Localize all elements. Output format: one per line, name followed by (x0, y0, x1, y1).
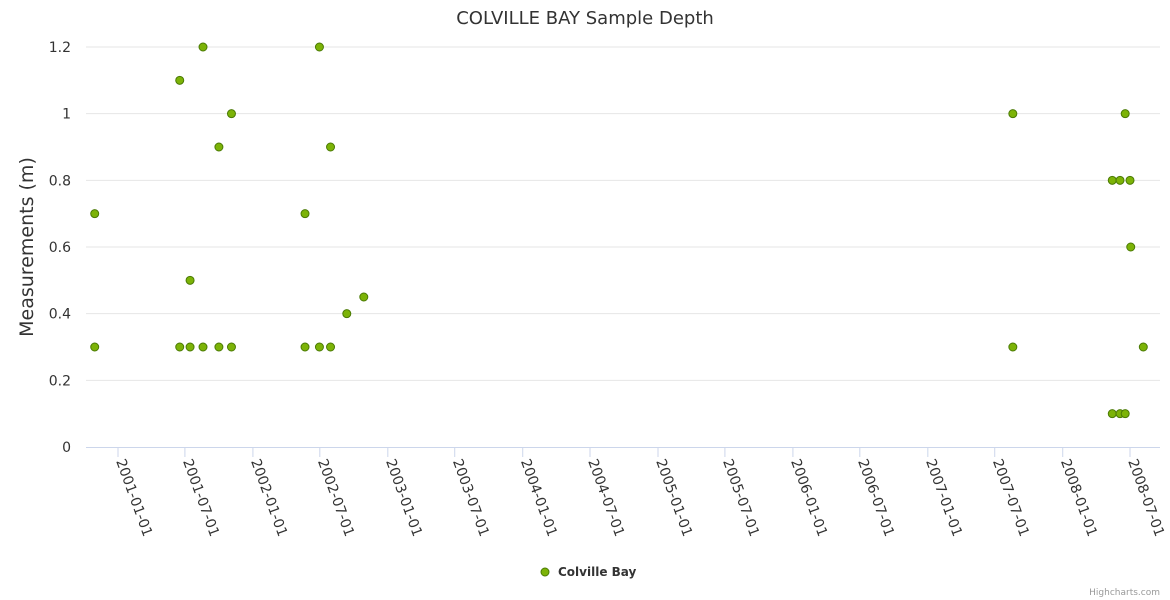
x-tick-label: 2003-07-01 (449, 457, 492, 539)
chart-title: COLVILLE BAY Sample Depth (456, 8, 714, 29)
data-point (214, 342, 224, 352)
data-point (175, 75, 185, 85)
series-colville-bay (90, 42, 1148, 419)
grid-lines (86, 46, 1160, 381)
legend-item-label[interactable]: Colville Bay (558, 565, 637, 579)
data-point (1126, 242, 1136, 252)
data-point (1107, 409, 1117, 419)
data-point (1115, 175, 1125, 185)
data-point (90, 342, 100, 352)
x-tick-label: 2005-01-01 (652, 457, 695, 539)
data-point (1120, 109, 1130, 119)
data-point (226, 109, 236, 119)
data-point (226, 342, 236, 352)
x-tick-label: 2003-01-01 (382, 457, 425, 539)
data-point (1125, 175, 1135, 185)
x-tick-label: 2002-01-01 (247, 457, 290, 539)
data-point (198, 42, 208, 52)
x-axis-ticks: 2001-01-01 2001-07-01 2002-01-01 2002-07-01… (112, 447, 1167, 539)
data-point (185, 342, 195, 352)
data-point (314, 42, 324, 52)
data-point (1107, 175, 1117, 185)
x-tick-label: 2004-07-01 (584, 457, 627, 539)
data-point (175, 342, 185, 352)
data-point (1120, 409, 1130, 419)
y-tick-label: 0.8 (49, 173, 71, 189)
data-point (90, 209, 100, 219)
x-tick-label: 2005-07-01 (719, 457, 762, 539)
x-tick-label: 2001-01-01 (112, 457, 155, 539)
x-tick-label: 2008-07-01 (1124, 457, 1167, 539)
legend-marker (540, 567, 550, 577)
credits-link[interactable]: Highcharts.com (1089, 588, 1160, 598)
data-point (1008, 109, 1018, 119)
data-point (342, 309, 352, 319)
data-point (326, 342, 336, 352)
x-tick-label: 2002-07-01 (314, 457, 357, 539)
data-point (1008, 342, 1018, 352)
x-tick-label: 2006-07-01 (854, 457, 897, 539)
y-tick-label: 0.2 (49, 373, 71, 389)
data-point (300, 342, 310, 352)
data-point (326, 142, 336, 152)
x-tick-label: 2007-01-01 (922, 457, 965, 539)
x-tick-label: 2001-07-01 (179, 457, 222, 539)
x-tick-label: 2008-01-01 (1057, 457, 1100, 539)
legend[interactable]: Colville Bay (540, 565, 637, 579)
x-tick-label: 2006-01-01 (787, 457, 830, 539)
data-point (300, 209, 310, 219)
y-tick-label: 1.2 (49, 40, 71, 56)
y-tick-label: 1 (62, 107, 71, 123)
data-point (198, 342, 208, 352)
y-axis-tick-labels: 0 0.2 0.4 0.6 0.8 1 1.2 (49, 40, 71, 456)
y-tick-label: 0.4 (49, 307, 71, 323)
y-tick-label: 0.6 (49, 240, 71, 256)
data-point (314, 342, 324, 352)
data-point (359, 292, 369, 302)
y-axis-title: Measurements (m) (16, 157, 38, 337)
x-tick-label: 2007-07-01 (989, 457, 1032, 539)
data-point (214, 142, 224, 152)
data-point (185, 275, 195, 285)
data-point (1138, 342, 1148, 352)
y-tick-label: 0 (62, 440, 71, 456)
x-tick-label: 2004-01-01 (517, 457, 560, 539)
